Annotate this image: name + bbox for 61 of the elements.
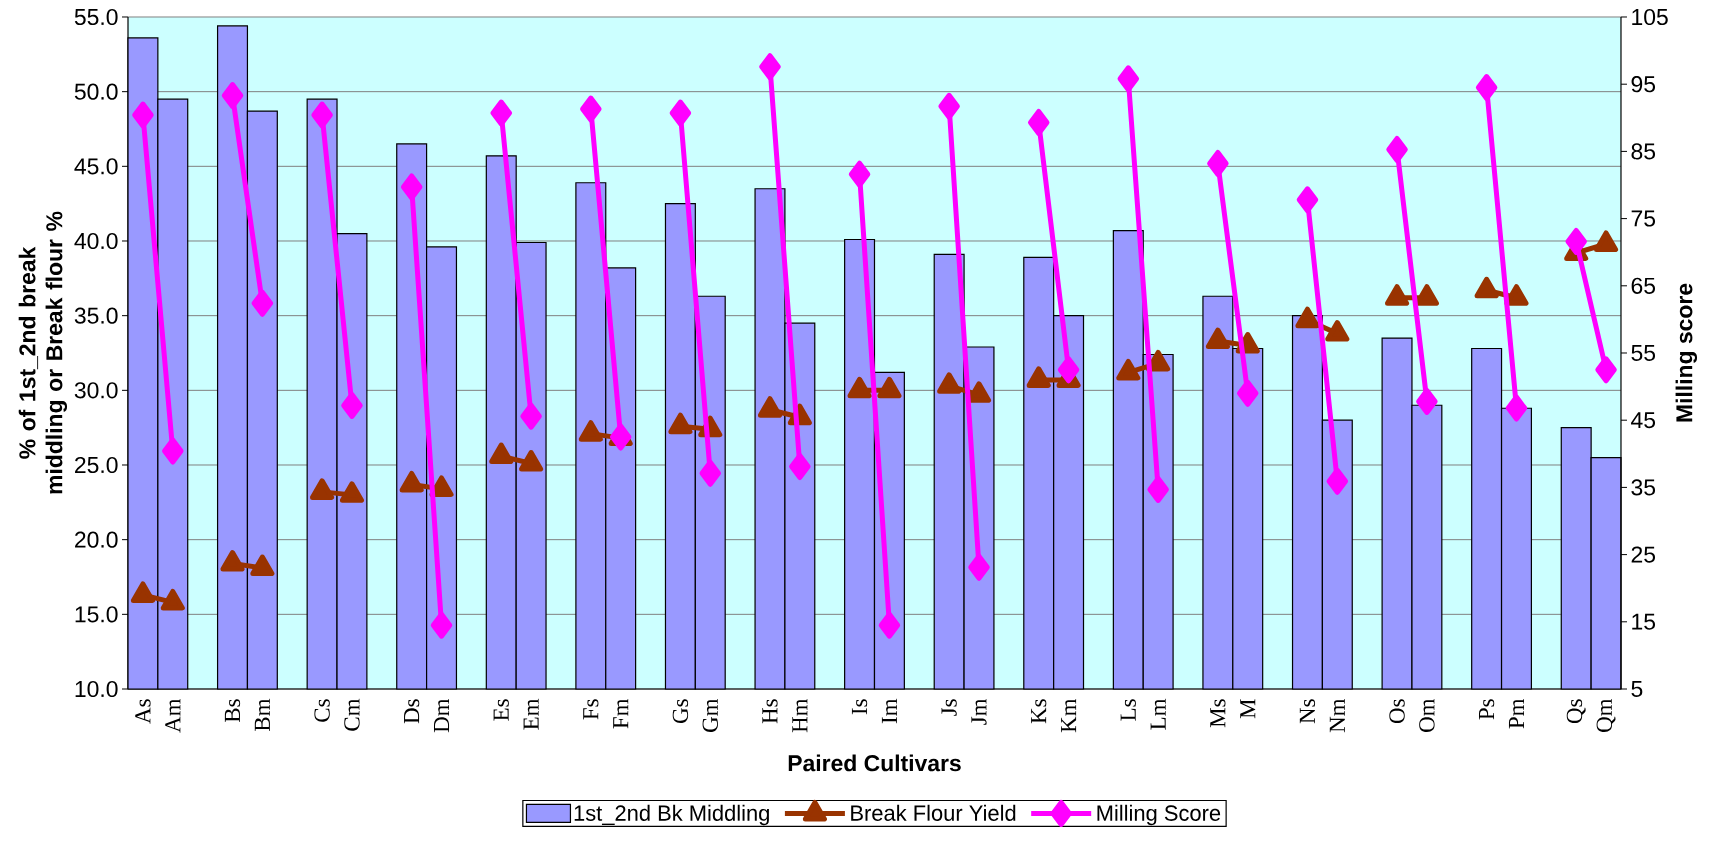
x-tick-label: Ks	[1031, 699, 1047, 724]
y-tick-label: 50.0	[74, 83, 118, 100]
x-tick-label: Im	[881, 698, 897, 724]
y2-axis-title: Milling score	[1675, 283, 1698, 422]
y2-tick-label: 95	[1631, 76, 1656, 93]
legend-label: 1st_2nd Bk Middling	[574, 804, 769, 826]
x-tick-label: As	[135, 699, 151, 724]
x-tick-label: Ns	[1299, 699, 1316, 724]
y2-tick-label: 5	[1631, 681, 1643, 697]
x-tick-label: Cm	[344, 698, 360, 731]
x-tick-label: Cs	[314, 699, 330, 722]
y-tick-label: 15.0	[75, 606, 118, 623]
legend-label: Break Flour Yield	[851, 804, 1016, 821]
x-tick-label: Hs	[762, 699, 778, 724]
x-tick-label: Bm	[254, 698, 270, 731]
x-tick-label: Hm	[792, 698, 808, 733]
x-tick-label: Am	[165, 698, 181, 733]
x-tick-label: Jm	[971, 698, 987, 725]
x-tick-label: Os	[1389, 699, 1405, 724]
x-tick-label: Km	[1061, 698, 1077, 733]
y2-tick-label: 55	[1631, 345, 1656, 361]
x-tick-label: Es	[493, 699, 509, 721]
x-tick-label: Ms	[1210, 699, 1226, 728]
x-tick-label: Fs	[583, 699, 599, 720]
x-tick-label: Nm	[1329, 698, 1345, 733]
x-tick-label: Pm	[1508, 698, 1524, 729]
x-tick-label: Is	[851, 699, 868, 715]
x-tick-label: Lm	[1150, 698, 1166, 730]
y-tick-label: 40.0	[74, 232, 118, 250]
y-tick-label: 45.0	[74, 158, 118, 175]
y2-tick-label: 65	[1631, 277, 1656, 294]
x-tick-label: Em	[523, 698, 539, 730]
y-tick-label: 55.0	[74, 8, 118, 26]
x-tick-label: Om	[1419, 698, 1435, 732]
x-axis-title: Paired Cultivars	[788, 754, 961, 772]
x-tick-label: M	[1240, 699, 1256, 719]
x-tick-label: Qm	[1596, 698, 1616, 732]
y2-tick-label: 45	[1631, 412, 1656, 429]
x-tick-label: Ps	[1478, 699, 1495, 720]
x-tick-label: Fm	[613, 698, 629, 729]
y2-tick-label: 85	[1631, 143, 1656, 160]
x-tick-label: Dm	[433, 698, 450, 733]
y2-tick-label: 35	[1631, 479, 1656, 496]
y-axis-title: % of 1st_2nd break middling or Break flour %	[18, 211, 68, 494]
y-tick-label: 25.0	[75, 456, 118, 474]
y-tick-label: 10.0	[75, 680, 118, 698]
x-tick-label: Gm	[702, 698, 718, 732]
x-tick-label: Ls	[1120, 699, 1136, 721]
legend-label: Milling Score	[1097, 804, 1221, 826]
y2-tick-label: 25	[1631, 546, 1656, 563]
y2-tick-label: 105	[1632, 8, 1668, 26]
x-tick-label: Bs	[224, 699, 241, 723]
x-tick-label: Js	[941, 699, 957, 716]
x-tick-label: Ds	[404, 699, 420, 724]
y-tick-label: 35.0	[74, 307, 118, 324]
x-tick-label: Gs	[672, 699, 689, 724]
y-tick-label: 30.0	[74, 382, 118, 399]
x-tick-label: Qs	[1566, 699, 1586, 724]
y2-tick-label: 75	[1631, 210, 1656, 227]
y-tick-label: 20.0	[75, 531, 118, 548]
y2-tick-label: 15	[1632, 613, 1656, 630]
